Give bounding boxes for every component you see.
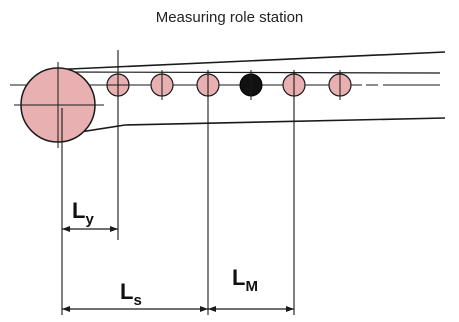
idler-roller (150, 70, 174, 100)
idler-roller (328, 70, 352, 100)
arrowhead (62, 306, 70, 312)
dimension-label-ls: Ls (120, 279, 142, 309)
arrowhead (200, 306, 208, 312)
diagram-title: Measuring role station (155, 9, 304, 26)
dimension-label-lm: LM (232, 265, 258, 295)
arrowhead (62, 226, 70, 232)
arrowhead (110, 226, 118, 232)
belt-top-line (47, 51, 446, 71)
dimension-label-ly: Ly (72, 198, 94, 228)
belt-upper-line (57, 71, 441, 74)
arrowhead (208, 306, 216, 312)
belt-bottom-line-2 (124, 117, 446, 126)
arrowhead (286, 306, 294, 312)
